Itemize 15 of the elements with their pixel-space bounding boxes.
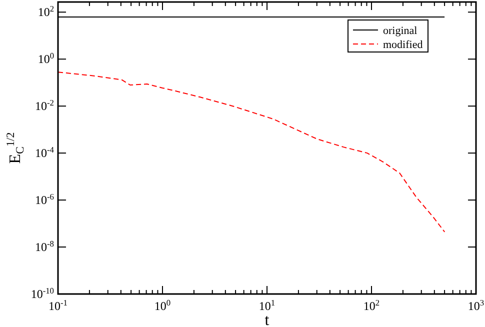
y-tick-label: 10$^{-10}$ (30, 286, 54, 301)
x-tick-label: 10$^{3}$ (468, 298, 484, 313)
y-tick-label: 10$^{-8}$ (35, 239, 54, 254)
y-tick-label: 10$^{2}$ (38, 4, 54, 20)
x-axis-title: t (264, 312, 270, 327)
legend-label: original (383, 25, 418, 37)
x-tick-label: 10$^{-1}$ (48, 298, 68, 313)
x-tick-label: 10$^{2}$ (363, 298, 380, 313)
x-tick-label: 10$^{0}$ (154, 298, 171, 313)
x-tick-label: 10$^{1}$ (258, 298, 276, 313)
legend-label: modified (383, 39, 424, 51)
y-tick-label: 10$^{-6}$ (35, 192, 54, 208)
y-tick-label: 10$^{-2}$ (35, 98, 54, 114)
y-tick-label: 10$^{-4}$ (35, 145, 55, 160)
y-tick-label: 10$^{0}$ (38, 51, 54, 66)
